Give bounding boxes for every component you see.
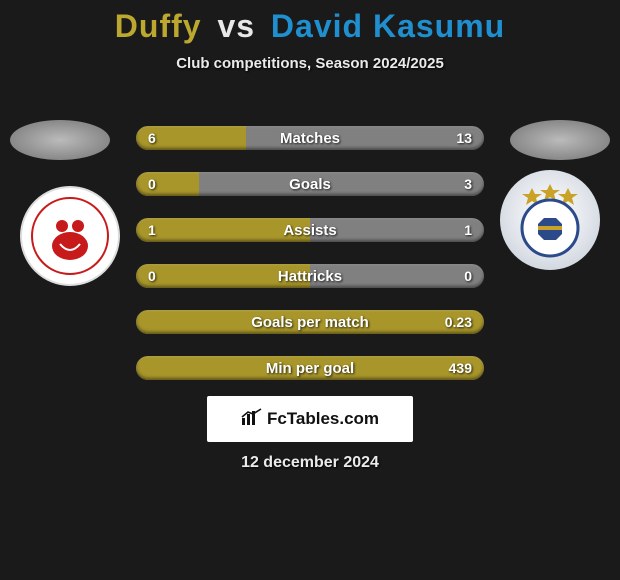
- title-player1: Duffy: [115, 8, 202, 44]
- comparison-bars: Matches613Goals03Assists11Hattricks00Goa…: [136, 126, 484, 402]
- team-crest-left: [20, 186, 120, 286]
- bar-value-right: 13: [456, 126, 472, 150]
- subtitle: Club competitions, Season 2024/2025: [0, 55, 620, 72]
- watermark: FcTables.com: [207, 396, 413, 442]
- title-vs: vs: [217, 8, 255, 44]
- bar-value-right: 3: [464, 172, 472, 196]
- page-title: Duffy vs David Kasumu: [0, 0, 620, 45]
- bar-row: Matches6 13: [136, 126, 484, 150]
- bar-value-right: 1: [464, 218, 472, 242]
- bar-value-right: 0.23: [445, 310, 472, 334]
- chart-icon: [241, 408, 263, 431]
- bar-label: Hattricks: [136, 264, 484, 288]
- crest-icon: [30, 196, 110, 276]
- bar-label: Goals per match: [136, 310, 484, 334]
- bar-value-left: 0: [148, 264, 156, 288]
- bar-row: Goals per match0.23: [136, 310, 484, 334]
- bar-row: Hattricks0 0: [136, 264, 484, 288]
- bar-label: Assists: [136, 218, 484, 242]
- bar-value-right: 439: [449, 356, 472, 380]
- crest-icon: [508, 178, 592, 262]
- bar-value-left: 6: [148, 126, 156, 150]
- avatar-placeholder-icon: [510, 120, 610, 160]
- bar-row: Min per goal439: [136, 356, 484, 380]
- bar-row: Assists1 1: [136, 218, 484, 242]
- title-player2: David Kasumu: [271, 8, 505, 44]
- bar-label: Matches: [136, 126, 484, 150]
- avatar-placeholder-icon: [10, 120, 110, 160]
- date-label: 12 december 2024: [0, 454, 620, 472]
- bar-row: Goals0 3: [136, 172, 484, 196]
- bar-label: Min per goal: [136, 356, 484, 380]
- avatar-right: [510, 120, 610, 160]
- bar-value-right: 0: [464, 264, 472, 288]
- avatar-left: [10, 120, 110, 160]
- bar-label: Goals: [136, 172, 484, 196]
- watermark-text: FcTables.com: [267, 409, 379, 429]
- bar-value-left: 1: [148, 218, 156, 242]
- bar-value-left: 0: [148, 172, 156, 196]
- team-crest-right: [500, 170, 600, 270]
